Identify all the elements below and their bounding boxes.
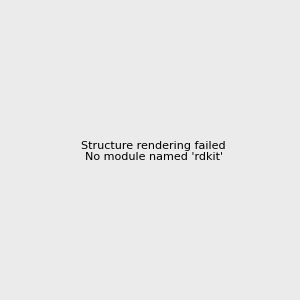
Text: Structure rendering failed
No module named 'rdkit': Structure rendering failed No module nam… — [81, 141, 226, 162]
